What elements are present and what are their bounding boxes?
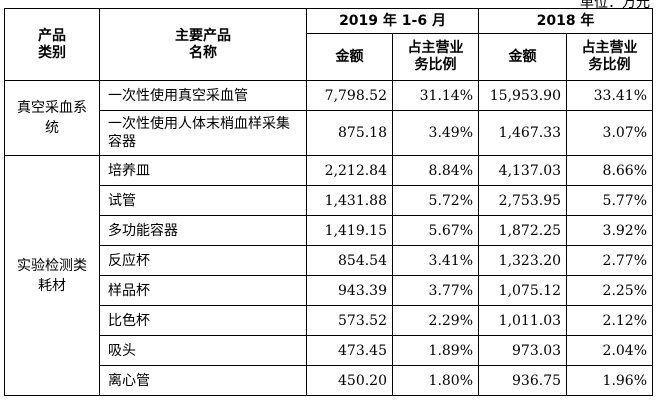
ratio-2019h1: 2.29% [391,305,480,336]
amount-2018: 973.03 [478,335,568,366]
product-name: 比色杯 [99,305,307,336]
amount-2019h1: 473.45 [306,335,393,366]
ratio-2019h1: 3.77% [391,275,480,306]
ratio-2018: 8.66% [566,155,654,186]
header-amount-2018: 金额 [478,33,568,81]
ratio-2018: 2.12% [566,305,654,336]
header-category: 产品 类别 [4,8,100,81]
ratio-2018: 1.96% [566,365,654,396]
amount-2019h1: 2,212.84 [306,155,393,186]
amount-2019h1: 1,431.88 [306,185,393,216]
table-row: 吸头 473.45 1.89% 973.03 2.04% [5,335,654,366]
ratio-2019h1: 3.49% [391,110,480,156]
amount-2018: 1,075.12 [478,275,568,306]
ratio-2018: 2.25% [566,275,654,306]
table-row: 比色杯 573.52 2.29% 1,011.03 2.12% [5,305,654,336]
table-row: 一次性使用人体末梢血样采集容器 875.18 3.49% 1,467.33 3.… [5,110,654,156]
table-row: 多功能容器 1,419.15 5.67% 1,872.25 3.92% [5,215,654,246]
product-name: 培养皿 [99,155,307,186]
product-name: 试管 [99,185,307,216]
table-row: 真空采血系 统 一次性使用真空采血管 7,798.52 31.14% 15,95… [4,80,654,156]
table-row: 试管 1,431.88 5.72% 2,753.95 5.77% [5,185,654,216]
table-row: 实验检测类 耗材 培养皿 2,212.84 8.84% 4,137.03 8.6… [4,155,654,396]
product-name: 离心管 [99,365,307,396]
header-period-2018: 2018 年 [478,8,654,34]
amount-2018: 4,137.03 [478,155,568,186]
product-name: 反应杯 [99,245,307,276]
ratio-2019h1: 31.14% [391,80,480,111]
header-ratio-2019h1: 占主营业 务比例 [391,33,480,81]
table-row: 离心管 450.20 1.80% 936.75 1.96% [5,365,654,396]
amount-2019h1: 854.54 [306,245,393,276]
product-name: 一次性使用真空采血管 [99,80,307,111]
ratio-2018: 5.77% [566,185,654,216]
ratio-2018: 33.41% [566,80,654,111]
amount-2019h1: 7,798.52 [306,80,393,111]
product-name: 吸头 [99,335,307,366]
ratio-2018: 3.92% [566,215,654,246]
product-name: 一次性使用人体末梢血样采集容器 [99,110,307,156]
ratio-2019h1: 5.72% [391,185,480,216]
header-amount-2019h1: 金额 [306,33,393,81]
table-row: 反应杯 854.54 3.41% 1,323.20 2.77% [5,245,654,276]
product-name: 多功能容器 [99,215,307,246]
ratio-2019h1: 1.89% [391,335,480,366]
ratio-2019h1: 3.41% [391,245,480,276]
amount-2018: 1,323.20 [478,245,568,276]
amount-2019h1: 450.20 [306,365,393,396]
product-name: 样品杯 [99,275,307,306]
amount-2018: 936.75 [478,365,568,396]
amount-2019h1: 573.52 [306,305,393,336]
amount-2019h1: 875.18 [306,110,393,156]
table-row: 样品杯 943.39 3.77% 1,075.12 2.25% [5,275,654,306]
ratio-2019h1: 8.84% [391,155,480,186]
ratio-2018: 2.04% [566,335,654,366]
header-product: 主要产品 名称 [99,8,307,81]
category-cell: 实验检测类 耗材 [4,155,100,396]
ratio-2019h1: 1.80% [391,365,480,396]
unit-note: 单位：万元 [580,0,650,11]
ratio-2018: 2.77% [566,245,654,276]
amount-2019h1: 1,419.15 [306,215,393,246]
amount-2018: 1,872.25 [478,215,568,246]
amount-2019h1: 943.39 [306,275,393,306]
header-period-2019h1: 2019 年 1-6 月 [305,8,480,34]
product-revenue-table: 产品 类别 主要产品 名称 2019 年 1-6 月 2018 年 金额 占主营… [4,8,654,396]
amount-2018: 15,953.90 [478,80,568,111]
amount-2018: 1,011.03 [478,305,568,336]
header-ratio-2018: 占主营业 务比例 [566,33,654,81]
ratio-2019h1: 5.67% [391,215,480,246]
amount-2018: 2,753.95 [478,185,568,216]
amount-2018: 1,467.33 [478,110,568,156]
ratio-2018: 3.07% [566,110,654,156]
category-cell: 真空采血系 统 [4,80,100,156]
